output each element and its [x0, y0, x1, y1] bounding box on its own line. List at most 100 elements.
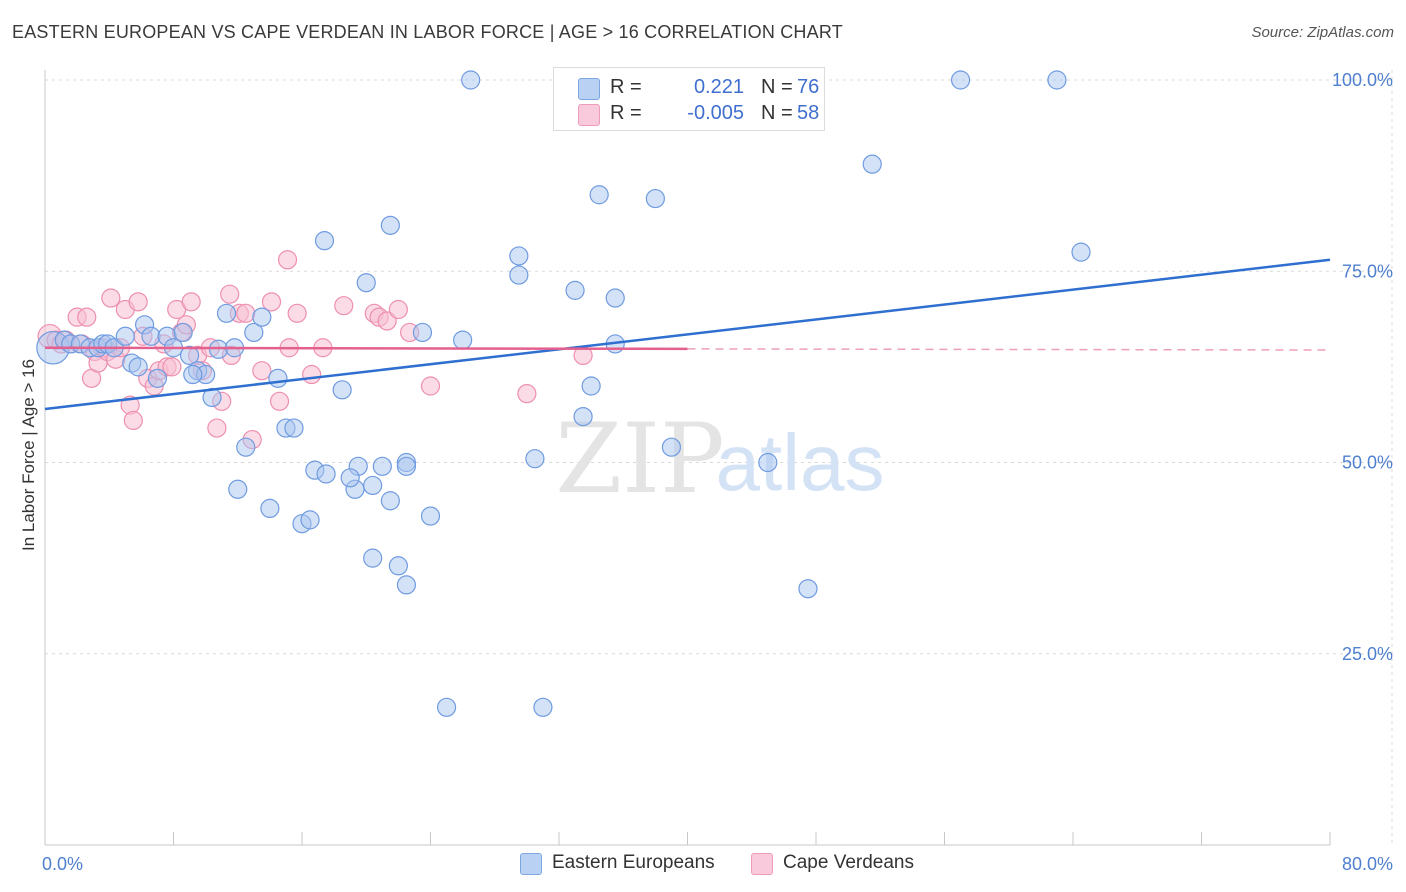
data-point-eastern-european — [268, 368, 288, 388]
data-point-cape-verdean — [287, 303, 307, 323]
data-point-eastern-european — [244, 322, 264, 343]
data-point-eastern-european — [216, 303, 237, 323]
data-point-eastern-european — [183, 364, 203, 385]
data-point-eastern-european — [314, 231, 335, 251]
data-point-eastern-european — [340, 468, 360, 488]
data-point-eastern-european — [173, 322, 193, 343]
bottom-legend-swatch-pink — [751, 853, 773, 875]
data-point-eastern-european — [284, 418, 304, 438]
bottom-legend-swatch-blue — [520, 853, 542, 875]
bottom-legend-label: Cape Verdeans — [783, 852, 914, 873]
data-point-cape-verdean — [517, 384, 537, 404]
data-point-eastern-european — [412, 322, 433, 343]
data-point-eastern-european — [661, 437, 682, 457]
watermark: ZIP atlas — [555, 403, 884, 515]
data-point-eastern-european — [115, 326, 135, 346]
data-point-eastern-european — [420, 506, 441, 526]
correlation-legend: R = 0.221 N = 76 R = -0.005 N = 58 — [553, 67, 825, 131]
legend-r-value: -0.005 — [687, 102, 744, 124]
data-point-eastern-european — [141, 326, 161, 346]
trend-line-cape-verdeans — [44, 346, 688, 351]
data-point-eastern-european — [533, 697, 553, 717]
data-point-eastern-european — [645, 188, 665, 209]
data-point-cape-verdean — [207, 418, 227, 438]
data-point-eastern-european — [1071, 242, 1091, 262]
data-point-cape-verdean — [334, 296, 354, 316]
legend-swatch-blue — [578, 78, 600, 100]
legend-n-value: 76 — [797, 76, 820, 98]
y-axis-title: In Labor Force | Age > 16 — [19, 359, 38, 551]
data-point-cape-verdean — [420, 376, 441, 396]
data-point-eastern-european — [509, 246, 529, 266]
data-point-eastern-european — [252, 307, 272, 327]
data-point-cape-verdean — [252, 361, 272, 381]
data-point-cape-verdean — [302, 364, 322, 385]
data-point-cape-verdean — [388, 299, 408, 320]
data-point-eastern-european — [396, 575, 417, 595]
data-point-eastern-european — [147, 368, 168, 388]
y-tick-label: 75.0% — [1342, 261, 1393, 281]
watermark-atlas: atlas — [716, 418, 885, 507]
legend-n-value: 58 — [797, 102, 820, 124]
data-point-eastern-european — [363, 475, 383, 496]
legend-r-label: R = — [610, 76, 642, 98]
data-point-cape-verdean — [261, 292, 282, 312]
data-point-eastern-european — [1047, 70, 1067, 90]
data-point-cape-verdean — [77, 307, 97, 327]
trend-line-eastern-europeans — [44, 258, 1331, 411]
data-point-cape-verdean — [128, 292, 148, 312]
trend-lines — [44, 258, 1331, 411]
data-point-eastern-european — [605, 288, 625, 308]
data-point-eastern-european — [565, 280, 585, 300]
data-point-eastern-european — [453, 330, 473, 350]
data-point-cape-verdean — [269, 391, 290, 411]
data-point-eastern-european — [380, 215, 400, 235]
legend-swatch-pink — [578, 104, 600, 126]
data-point-cape-verdean — [277, 250, 298, 270]
data-point-eastern-european — [525, 449, 545, 469]
data-point-eastern-european — [573, 407, 593, 427]
data-point-eastern-european — [228, 479, 248, 499]
data-point-cape-verdean — [181, 292, 201, 312]
data-point-eastern-european — [372, 456, 392, 476]
legend-r-label: R = — [610, 102, 642, 124]
y-tick-label: 100.0% — [1332, 70, 1393, 90]
data-point-cape-verdean — [220, 284, 240, 304]
data-point-eastern-european — [758, 452, 778, 473]
data-point-cape-verdean — [162, 357, 182, 377]
trend-line-cape-verdeans-extension — [687, 348, 1331, 351]
legend-r-value: 0.221 — [693, 76, 744, 98]
data-point-eastern-european — [862, 154, 882, 174]
data-point-eastern-european — [236, 437, 256, 457]
y-tick-label: 25.0% — [1342, 644, 1393, 664]
axes — [44, 70, 1331, 846]
data-point-cape-verdean — [377, 311, 397, 331]
data-point-eastern-european — [332, 380, 352, 400]
data-point-eastern-european — [798, 579, 818, 599]
data-point-eastern-european — [461, 70, 481, 90]
data-point-eastern-european — [380, 491, 400, 511]
legend-n-label: N = — [761, 76, 793, 98]
data-point-eastern-european — [950, 70, 971, 90]
data-point-eastern-european — [589, 185, 609, 205]
data-point-eastern-european — [300, 510, 320, 530]
data-point-cape-verdean — [236, 303, 256, 323]
data-point-eastern-european — [388, 556, 408, 576]
source-credit: Source: ZipAtlas.com — [1251, 24, 1394, 41]
x-tick-label-min: 0.0% — [42, 854, 83, 874]
data-point-eastern-european — [260, 498, 280, 518]
data-point-eastern-european — [179, 345, 200, 365]
data-point-cape-verdean — [101, 288, 121, 308]
chart-title: EASTERN EUROPEAN VS CAPE VERDEAN IN LABO… — [12, 22, 843, 42]
series-eastern-europeans-points — [36, 70, 1091, 717]
bottom-legend-label: Eastern Europeans — [552, 852, 715, 873]
data-point-eastern-european — [316, 464, 336, 484]
data-point-eastern-european — [581, 376, 601, 396]
data-point-eastern-european — [128, 357, 148, 377]
tick-labels: 25.0% 50.0% 75.0% 100.0% 0.0% 80.0% — [42, 70, 1393, 874]
grid-lines — [45, 70, 1393, 845]
data-point-eastern-european — [396, 456, 417, 476]
data-point-eastern-european — [363, 548, 383, 568]
data-point-eastern-european — [436, 697, 457, 717]
x-tick-label-max: 80.0% — [1342, 854, 1393, 874]
